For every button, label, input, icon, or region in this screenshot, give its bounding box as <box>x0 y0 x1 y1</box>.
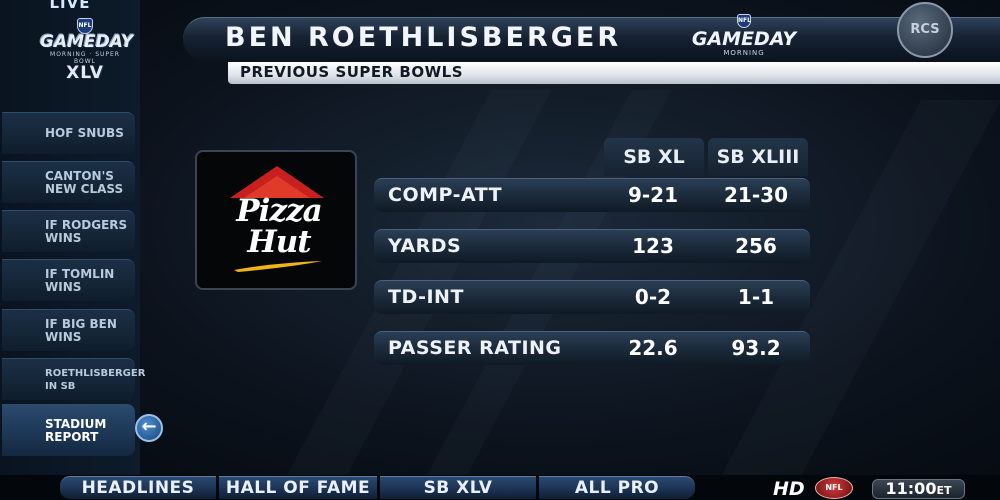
stat-value-sb-xl: 0-2 <box>634 285 672 309</box>
logo-line-3: XLV <box>66 63 104 83</box>
sidebar-item-if-tomlin-wins[interactable]: IF TOMLIN WINS <box>2 259 135 301</box>
sidebar-item-if-big-ben-wins[interactable]: IF BIG BEN WINS <box>2 309 135 351</box>
pizza-hut-logo: Pizza Hut <box>220 196 338 258</box>
stat-value-sb-xl: 22.6 <box>628 336 678 360</box>
gameday-xlv-logo: NFL GAMEDAY MORNING · SUPER BOWL XLV <box>40 18 134 84</box>
column-header-sb-xl: SB XL <box>604 138 704 176</box>
player-name: BEN ROETHLISBERGER <box>225 22 622 53</box>
stat-label: TD-INT <box>388 286 464 308</box>
sidebar-item-cantons-new-class[interactable]: CANTON'S NEW CLASS <box>2 161 135 203</box>
subtitle-bar <box>228 62 1000 84</box>
sidebar-item-label: CANTON'S NEW CLASS <box>45 168 124 196</box>
nfl-shield-icon: NFL <box>77 18 93 34</box>
sidebar-item-label: IF TOMLIN WINS <box>45 266 115 294</box>
title-bar <box>183 17 1000 61</box>
sidebar-item-roethlisberger-in-sb[interactable]: ROETHLISBERGER IN SB <box>2 358 146 400</box>
column-header-sb-xliii: SB XLIII <box>708 138 808 176</box>
tab-headlines[interactable]: HEADLINES <box>60 476 216 499</box>
stat-value-sb-xliii: 1-1 <box>737 285 775 309</box>
sidebar: LIVE NFL GAMEDAY MORNING · SUPER BOWL XL… <box>0 0 146 475</box>
stat-row-comp-att: COMP-ATT 9-21 21-30 <box>374 178 810 212</box>
nfl-network-logo: NFL <box>815 477 853 499</box>
rcs-badge: RCS <box>897 2 953 58</box>
tab-sb-xlv[interactable]: SB XLV <box>380 476 536 499</box>
stat-value-sb-xliii: 256 <box>735 234 777 258</box>
sidebar-item-stadium-report[interactable]: STADIUM REPORT <box>2 404 135 456</box>
stat-value-sb-xliii: 93.2 <box>731 336 781 360</box>
sidebar-item-label: STADIUM REPORT <box>45 416 107 444</box>
logo-line-1: GAMEDAY <box>691 28 797 50</box>
sidebar-item-label: IF BIG BEN WINS <box>45 316 117 344</box>
tab-hall-of-fame[interactable]: HALL OF FAME <box>219 476 377 499</box>
sidebar-item-if-rodgers-wins[interactable]: IF RODGERS WINS <box>2 210 135 252</box>
sidebar-item-hof-snubs[interactable]: HOF SNUBS <box>2 112 135 154</box>
left-arrow-icon[interactable]: ← <box>135 414 163 442</box>
stat-label: PASSER RATING <box>388 337 562 359</box>
sidebar-item-label: IF RODGERS WINS <box>45 217 128 245</box>
pizza-hut-swoosh-icon <box>234 261 322 272</box>
stat-label: YARDS <box>388 235 462 257</box>
nfl-shield-icon: NFL <box>737 14 751 28</box>
sidebar-item-label: HOF SNUBS <box>45 126 124 140</box>
stat-value-sb-xl: 9-21 <box>627 183 679 207</box>
logo-line-2: MORNING · SUPER BOWL <box>50 51 120 65</box>
sidebar-item-label: ROETHLISBERGER IN SB <box>45 367 146 392</box>
logo-line-2: MORNING <box>723 49 765 57</box>
gameday-morning-logo: NFL GAMEDAY MORNING <box>690 14 798 66</box>
clock-timezone: ET <box>936 484 952 497</box>
page-subtitle: PREVIOUS SUPER BOWLS <box>240 63 464 81</box>
brand-line-1: Pizza <box>236 193 322 229</box>
clock: 11:00ET <box>872 479 965 499</box>
stat-row-passer-rating: PASSER RATING 22.6 93.2 <box>374 331 810 365</box>
stat-value-sb-xl: 123 <box>632 234 674 258</box>
pizza-hut-roof-icon <box>230 166 324 198</box>
stat-label: COMP-ATT <box>388 184 503 206</box>
stat-value-sb-xliii: 21-30 <box>724 183 788 207</box>
stat-row-yards: YARDS 123 256 <box>374 229 810 263</box>
stat-row-td-int: TD-INT 0-2 1-1 <box>374 280 810 314</box>
logo-line-1: GAMEDAY <box>40 32 134 52</box>
live-label: LIVE <box>49 0 91 12</box>
hd-label: HD <box>773 478 805 500</box>
tab-all-pro[interactable]: ALL PRO <box>539 476 695 499</box>
brand-line-2: Hut <box>247 224 311 260</box>
clock-time: 11:00 <box>885 479 937 498</box>
